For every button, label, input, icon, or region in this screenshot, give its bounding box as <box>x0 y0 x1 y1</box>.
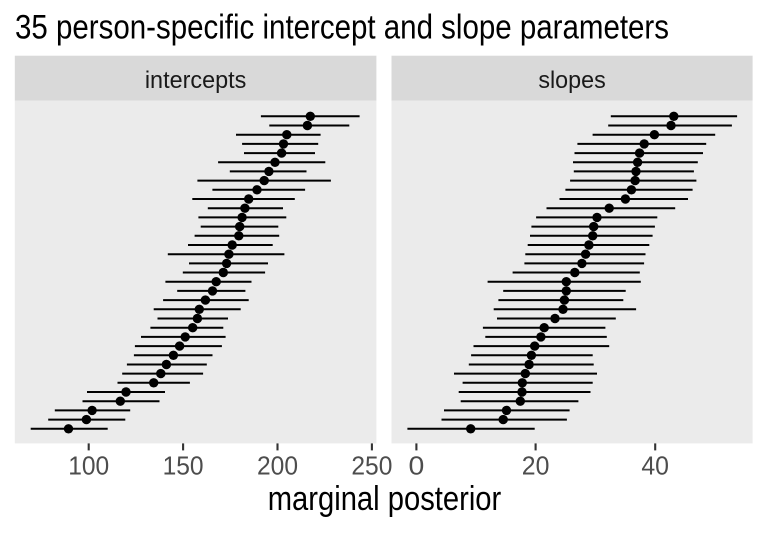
svg-text:200: 200 <box>257 451 298 481</box>
svg-text:150: 150 <box>163 451 204 481</box>
svg-text:40: 40 <box>641 451 669 481</box>
svg-text:100: 100 <box>68 451 109 481</box>
svg-text:20: 20 <box>522 451 550 481</box>
svg-text:intercepts: intercepts <box>145 67 247 94</box>
svg-text:slopes: slopes <box>538 67 605 94</box>
svg-text:35 person-specific intercept a: 35 person-specific intercept and slope p… <box>15 8 669 46</box>
svg-text:0: 0 <box>409 451 425 481</box>
svg-text:250: 250 <box>351 451 392 481</box>
svg-text:marginal posterior: marginal posterior <box>268 480 502 518</box>
